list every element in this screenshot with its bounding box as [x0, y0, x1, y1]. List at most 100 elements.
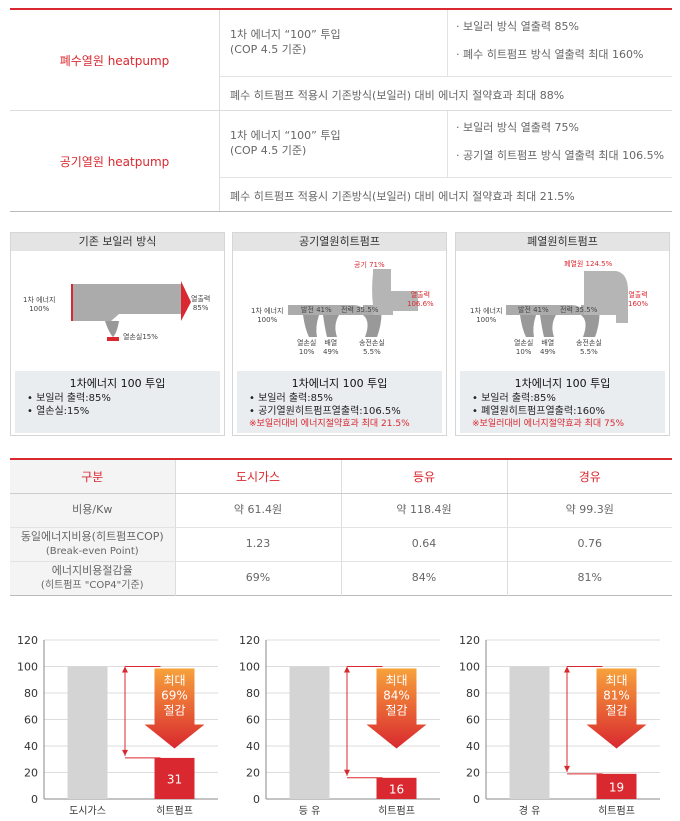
bar-chart-diesel: 0 20 40 60 80 100 120 경 유 히트펌프 19 최대 81% 절감 — [452, 632, 667, 821]
y-tick-label: 40 — [246, 740, 260, 753]
column-header: 도시가스 — [174, 459, 341, 494]
saving-text-line3: 절감 — [385, 704, 407, 718]
output-label: 열출력 106.6% — [407, 291, 434, 308]
baseline-bar — [67, 666, 108, 799]
y-tick-label: 0 — [31, 793, 38, 806]
input-band — [288, 305, 363, 315]
power-label: 전력 35.5% — [560, 306, 598, 314]
data-label: 31 — [167, 772, 182, 786]
heat-source-row: 폐수열원 heatpump 1차 에너지 “100” 투입 (COP 4.5 기… — [10, 10, 672, 111]
y-tick-label: 80 — [246, 687, 260, 700]
waste-flow-figure: 폐열원 124.5% 1차 에너지 100% 발전 41% 전력 35.5% 열출… — [456, 251, 669, 368]
table-cell: 약 99.3원 — [506, 493, 672, 528]
air-flow-svg — [288, 269, 418, 337]
boiler-diagram: 기존 보일러 방식 1차 에너지 100% 열출력 85% 열손실15% 1차에너지… — [10, 232, 225, 436]
diagram-summary: 1차에너지 100 투입 • 보일러 출력:85% • 폐열원히트펌프열출력:1… — [460, 371, 665, 433]
input-label: 1차 에너지 100% — [251, 307, 284, 324]
x-tick-label: 등 유 — [299, 805, 321, 817]
air-heatpump-diagram: 공기열원히트펌프 공기 71% 1차 에너지 100% 발전 41% 전력 35.… — [232, 232, 447, 436]
energy-input-cell: 1차 에너지 “100” 투입 (COP 4.5 기준) — [220, 111, 448, 177]
heat-source-name: 폐수열원 heatpump — [10, 10, 220, 110]
loss-label: 열손실15% — [123, 333, 158, 341]
loss-branch-2 — [323, 315, 339, 337]
heat-band — [584, 271, 628, 323]
heat-source-name: 공기열원 heatpump — [10, 111, 220, 211]
boiler-flow-svg — [71, 281, 191, 341]
table-cell: 0.64 — [340, 527, 507, 562]
y-tick-label: 20 — [466, 767, 480, 780]
baseline-bar — [289, 666, 330, 799]
y-tick-label: 40 — [466, 740, 480, 753]
y-tick-label: 40 — [24, 740, 38, 753]
table-header-row: 구분 도시가스 등유 경유 — [10, 459, 672, 494]
saving-text-line2: 84% — [383, 689, 410, 703]
range-arrowhead-top — [122, 666, 128, 673]
data-label: 19 — [609, 780, 624, 794]
boiler-flow-figure: 1차 에너지 100% 열출력 85% 열손실15% — [11, 251, 224, 368]
bar-chart-city-gas: 0 20 40 60 80 100 120 도시가스 히트펌프 31 최대 69% 절감 — [10, 632, 225, 821]
efficiency-cell: · 보일러 방식 열출력 75% · 공기열 히트펌프 방식 열출력 최대 10… — [456, 121, 665, 162]
saving-text-line3: 절감 — [605, 704, 627, 718]
loss3-label: 송전손실 5.5% — [576, 339, 602, 356]
saving-arrow — [144, 668, 205, 749]
gen-label: 발전 41% — [518, 306, 549, 314]
row-label: 에너지비용절감율 (히트펌프 "COP4"기준) — [10, 561, 175, 595]
power-label: 전력 35.5% — [341, 306, 379, 314]
output-label: 열출력 85% — [191, 295, 211, 312]
y-tick-label: 0 — [253, 793, 260, 806]
y-tick-label: 60 — [24, 714, 38, 727]
loss-tip — [107, 337, 119, 341]
y-tick-label: 120 — [239, 634, 260, 647]
y-tick-label: 100 — [239, 661, 260, 674]
loss-branch-2 — [540, 315, 556, 337]
loss-branch-1 — [520, 315, 536, 337]
table-cell: 약 118.4원 — [340, 493, 507, 528]
saving-note: 폐수 히트펌프 적용시 기존방식(보일러) 대비 에너지 절약효과 최대 21.… — [230, 190, 575, 203]
output-arrow — [181, 281, 191, 321]
row-label: 비용/Kw — [10, 493, 175, 528]
flow-band — [71, 284, 181, 321]
heat-source-table: 폐수열원 heatpump 1차 에너지 “100” 투입 (COP 4.5 기… — [10, 8, 672, 212]
x-tick-label: 도시가스 — [69, 805, 106, 817]
heatpump-bar — [154, 757, 195, 799]
x-tick-label: 경 유 — [519, 804, 541, 817]
diagram-title: 공기열원히트펌프 — [233, 233, 446, 251]
loss-branch-1 — [303, 315, 319, 337]
range-arrowhead-bottom — [564, 765, 570, 772]
loss3-label: 송전손실 5.5% — [359, 339, 385, 356]
bar-chart-kerosene: 0 20 40 60 80 100 120 등 유 히트펌프 16 최대 84% 절감 — [232, 632, 447, 821]
y-tick-label: 0 — [473, 793, 480, 806]
y-tick-label: 100 — [17, 661, 38, 674]
column-header: 구분 — [10, 459, 175, 494]
saving-text-line1: 최대 — [163, 674, 185, 688]
table-cell: 84% — [340, 561, 507, 595]
x-tick-label: 히트펌프 — [156, 805, 193, 817]
column-header: 경유 — [506, 459, 672, 494]
table-row: 비용/Kw 약 61.4원 약 118.4원 약 99.3원 — [10, 493, 672, 528]
x-tick-label: 히트펌프 — [378, 805, 415, 817]
input-band — [506, 305, 581, 315]
output-label: 열출력 160% — [628, 291, 649, 308]
input-edge — [71, 284, 73, 321]
diagram-summary: 1차에너지 100 투입 • 보일러 출력:85% • 공기열원히트펌프열출력:… — [237, 371, 442, 433]
input-label: 1차 에너지 100% — [470, 307, 503, 324]
air-label: 공기 71% — [354, 261, 385, 269]
x-tick-label: 히트펌프 — [598, 805, 635, 817]
loss1-label: 열손실 10% — [514, 339, 534, 356]
waste-label: 폐열원 124.5% — [564, 260, 613, 268]
table-cell: 0.76 — [506, 527, 672, 562]
range-arrowhead-top — [344, 666, 350, 673]
saving-text-line3: 절감 — [163, 704, 185, 718]
data-label: 16 — [389, 782, 404, 796]
input-label: 1차 에너지 100% — [23, 296, 56, 313]
heat-source-row: 공기열원 heatpump 1차 에너지 “100” 투입 (COP 4.5 기… — [10, 111, 672, 211]
waste-heatpump-diagram: 폐열원히트펌프 폐열원 124.5% 1차 에너지 100% 발전 41% 전력 … — [455, 232, 670, 436]
table-row: 에너지비용절감율 (히트펌프 "COP4"기준) 69% 84% 81% — [10, 561, 672, 595]
saving-text-line1: 최대 — [605, 674, 627, 688]
table-row: 동일에너지비용(히트펌프COP) (Break-even Point) 1.23 … — [10, 527, 672, 562]
range-arrowhead-bottom — [344, 769, 350, 776]
y-tick-label: 60 — [246, 714, 260, 727]
